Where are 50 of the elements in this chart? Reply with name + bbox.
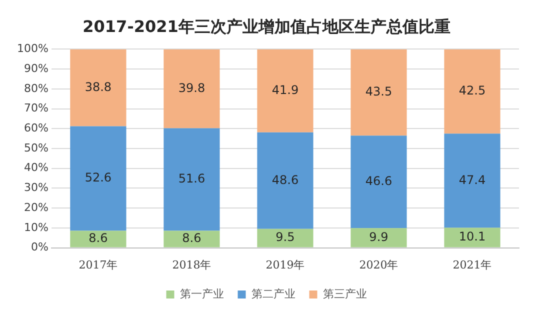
legend-label: 第一产业	[180, 287, 224, 300]
y-tick-label: 10%	[24, 220, 48, 234]
data-label: 10.1	[458, 230, 486, 244]
y-tick-label: 90%	[24, 62, 48, 75]
y-tick-label: 100%	[16, 42, 48, 56]
data-label: 9.9	[369, 230, 388, 244]
bar	[444, 49, 500, 134]
bar	[164, 230, 220, 248]
y-tick-label: 0%	[30, 240, 48, 254]
x-tick-label: 2019年	[266, 258, 305, 272]
bar	[444, 228, 500, 248]
bar	[70, 49, 126, 126]
data-label: 42.5	[458, 84, 486, 98]
y-tick-label: 40%	[24, 161, 48, 174]
data-label: 41.9	[272, 82, 299, 97]
data-label: 51.6	[178, 172, 206, 186]
bar	[257, 132, 314, 229]
data-label: 38.8	[84, 80, 112, 94]
data-label: 8.6	[182, 231, 202, 246]
data-label: 9.5	[276, 230, 295, 244]
data-label: 39.8	[178, 80, 206, 95]
data-label: 52.6	[84, 170, 112, 185]
bar	[70, 230, 126, 248]
bar	[350, 49, 407, 136]
bar	[164, 49, 220, 128]
bar	[70, 126, 126, 231]
y-tick-label: 30%	[24, 181, 48, 194]
x-tick-label: 2017年	[78, 258, 118, 272]
data-label: 46.6	[365, 174, 392, 188]
y-tick-label: 80%	[24, 82, 48, 95]
bar	[257, 49, 314, 132]
bar	[164, 128, 220, 231]
bar	[444, 134, 500, 228]
bar	[350, 228, 407, 248]
data-label: 8.6	[88, 231, 108, 246]
data-label: 43.5	[365, 84, 392, 99]
bar	[257, 228, 314, 248]
y-tick-label: 20%	[24, 200, 48, 214]
y-tick-label: 50%	[24, 141, 48, 154]
data-label: 47.4	[458, 172, 486, 187]
x-tick-label: 2018年	[172, 258, 212, 272]
y-tick-label: 60%	[24, 122, 48, 134]
x-tick-label: 2021年	[452, 258, 492, 272]
legend-label: 第二产业	[251, 287, 296, 300]
bar	[350, 136, 407, 228]
data-label: 48.6	[272, 172, 299, 187]
legend-label: 第三产业	[322, 287, 367, 300]
x-tick-label: 2020年	[359, 258, 398, 272]
y-tick-label: 70%	[24, 102, 48, 115]
chart-title: 2017-2021年三次产业增加值占地区生产总值比重	[82, 16, 450, 36]
